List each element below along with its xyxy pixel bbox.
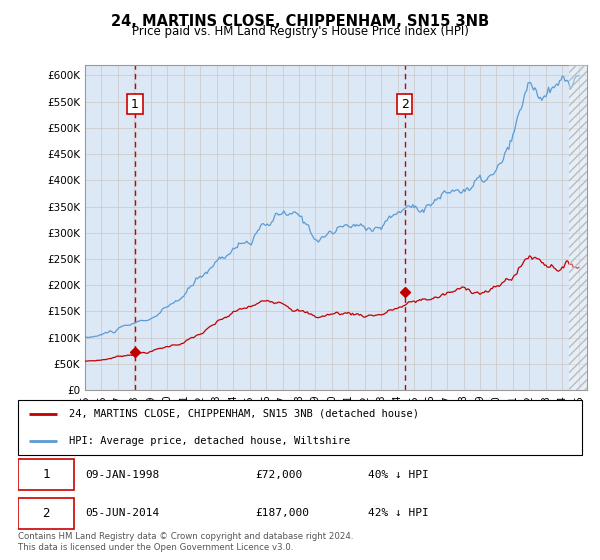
- Text: £72,000: £72,000: [255, 469, 302, 479]
- Text: 24, MARTINS CLOSE, CHIPPENHAM, SN15 3NB: 24, MARTINS CLOSE, CHIPPENHAM, SN15 3NB: [111, 14, 489, 29]
- Text: 40% ↓ HPI: 40% ↓ HPI: [368, 469, 428, 479]
- Text: 42% ↓ HPI: 42% ↓ HPI: [368, 508, 428, 519]
- FancyBboxPatch shape: [18, 498, 74, 529]
- Text: 2: 2: [43, 507, 50, 520]
- Text: 1: 1: [131, 97, 139, 110]
- Text: 05-JUN-2014: 05-JUN-2014: [86, 508, 160, 519]
- Text: Price paid vs. HM Land Registry's House Price Index (HPI): Price paid vs. HM Land Registry's House …: [131, 25, 469, 38]
- FancyBboxPatch shape: [18, 459, 74, 489]
- FancyBboxPatch shape: [18, 400, 582, 455]
- Text: Contains HM Land Registry data © Crown copyright and database right 2024.
This d: Contains HM Land Registry data © Crown c…: [18, 532, 353, 552]
- Text: 09-JAN-1998: 09-JAN-1998: [86, 469, 160, 479]
- Text: 2: 2: [401, 97, 409, 110]
- Bar: [569, 65, 587, 390]
- Text: £187,000: £187,000: [255, 508, 309, 519]
- Text: 1: 1: [43, 468, 50, 481]
- Text: HPI: Average price, detached house, Wiltshire: HPI: Average price, detached house, Wilt…: [69, 436, 350, 446]
- Text: 24, MARTINS CLOSE, CHIPPENHAM, SN15 3NB (detached house): 24, MARTINS CLOSE, CHIPPENHAM, SN15 3NB …: [69, 409, 419, 419]
- Bar: [569, 65, 587, 390]
